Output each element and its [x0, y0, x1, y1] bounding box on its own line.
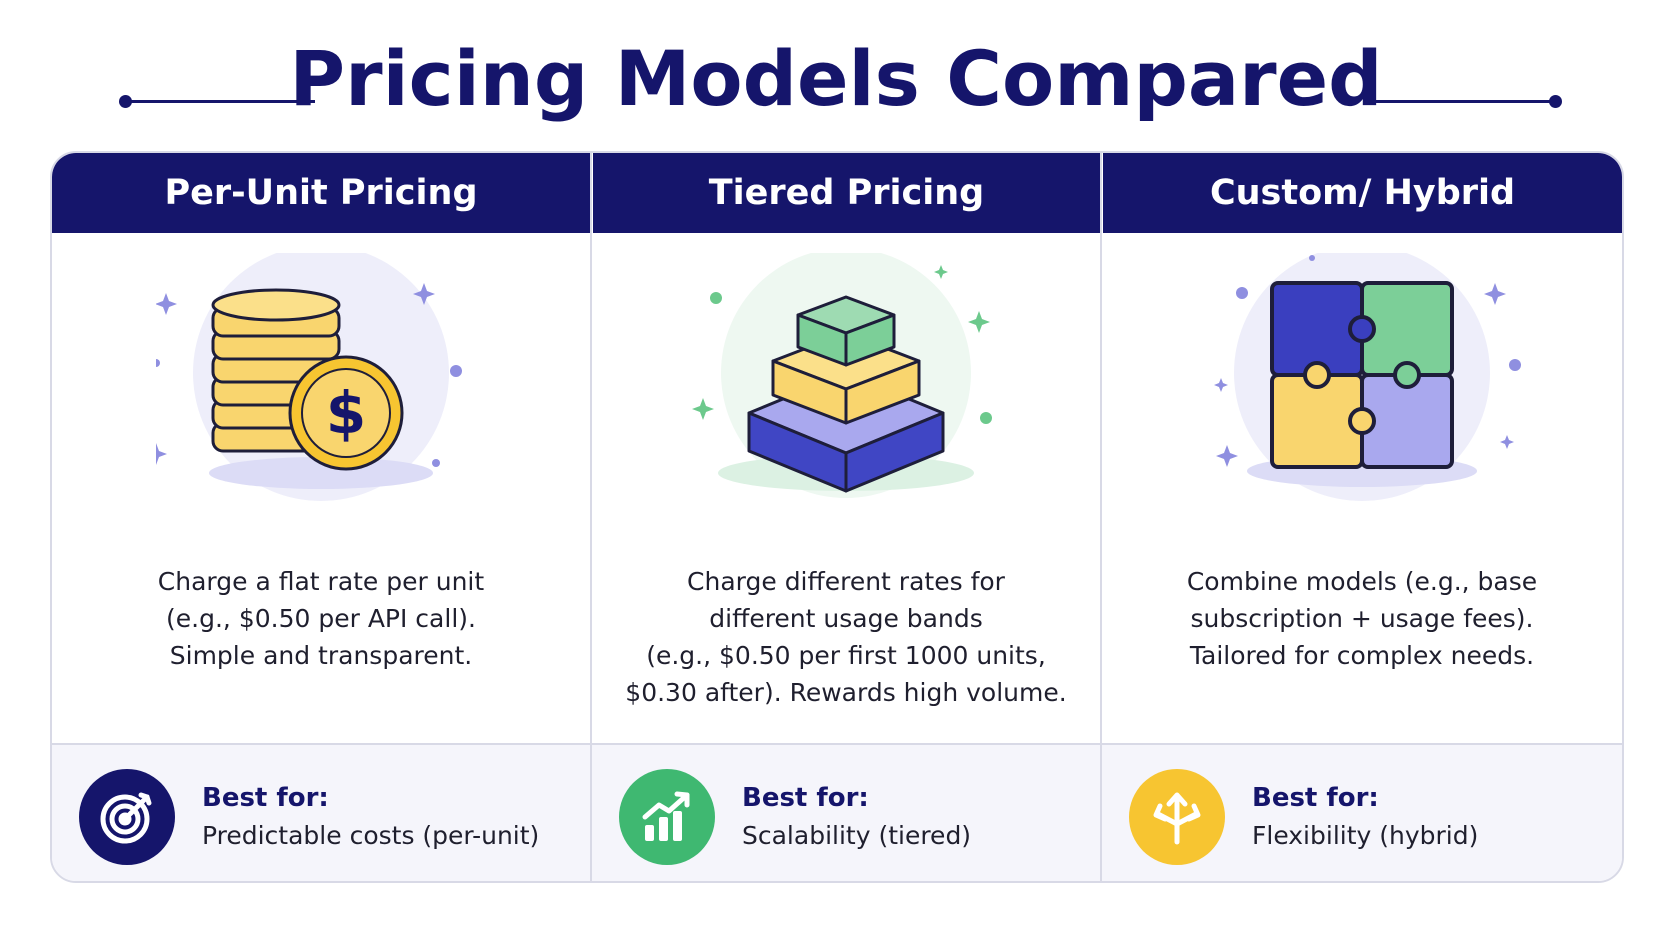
- description-line: Simple and transparent.: [169, 641, 473, 670]
- column-header: Tiered Pricing: [592, 153, 1100, 233]
- best-for-panel: Best for: Scalability (tiered): [592, 743, 1100, 881]
- target-icon: [79, 769, 175, 865]
- growth-chart-icon: [619, 769, 715, 865]
- column-tiered: Tiered Pricing: [590, 153, 1100, 881]
- title-rule-dot-left: [119, 95, 132, 108]
- split-arrows-icon: [1129, 769, 1225, 865]
- title-row: Pricing Models Compared: [0, 24, 1672, 134]
- best-for-label: Best for:: [742, 783, 869, 813]
- best-for-panel: Best for: Flexibility (hybrid): [1102, 743, 1622, 881]
- column-header: Per-Unit Pricing: [52, 153, 590, 233]
- coin-stack-illustration: $: [52, 253, 590, 583]
- description-line: Charge different rates for: [687, 567, 1005, 596]
- best-for-text: Best for: Predictable costs (per-unit): [202, 779, 539, 855]
- best-for-text: Best for: Flexibility (hybrid): [1252, 779, 1478, 855]
- best-for-label: Best for:: [202, 783, 329, 813]
- best-for-text: Best for: Scalability (tiered): [742, 779, 971, 855]
- description-line: (e.g., $0.50 per API call).: [166, 604, 476, 633]
- column-description: Combine models (e.g., base subscription …: [1122, 563, 1602, 674]
- best-for-value: Flexibility (hybrid): [1252, 821, 1479, 850]
- best-for-label: Best for:: [1252, 783, 1379, 813]
- column-per-unit: Per-Unit Pricing $: [52, 153, 590, 881]
- column-header: Custom/ Hybrid: [1102, 153, 1622, 233]
- page-title: Pricing Models Compared: [289, 34, 1383, 123]
- title-rule-right: [1365, 100, 1555, 103]
- puzzle-illustration: [1102, 253, 1622, 583]
- comparison-card: Per-Unit Pricing $: [50, 151, 1624, 883]
- column-custom-hybrid: Custom/ Hybrid: [1100, 153, 1622, 881]
- svg-text:$: $: [326, 379, 366, 447]
- best-for-value: Predictable costs (per-unit): [202, 821, 540, 850]
- best-for-panel: Best for: Predictable costs (per-unit): [52, 743, 590, 881]
- column-description: Charge a flat rate per unit (e.g., $0.50…: [72, 563, 570, 674]
- title-rule-dot-right: [1549, 95, 1562, 108]
- description-line: Charge a flat rate per unit: [157, 567, 485, 596]
- tiered-pyramid-illustration: [592, 253, 1100, 583]
- description-line: Tailored for complex needs.: [1189, 641, 1535, 670]
- column-description: Charge different rates for different usa…: [612, 563, 1080, 711]
- description-line: $0.30 after). Rewards high volume.: [625, 678, 1067, 707]
- best-for-value: Scalability (tiered): [742, 821, 972, 850]
- title-rule-left: [125, 100, 315, 103]
- description-line: subscription + usage fees).: [1190, 604, 1534, 633]
- description-line: different usage bands: [709, 604, 983, 633]
- description-line: Combine models (e.g., base: [1186, 567, 1538, 596]
- description-line: (e.g., $0.50 per first 1000 units,: [646, 641, 1046, 670]
